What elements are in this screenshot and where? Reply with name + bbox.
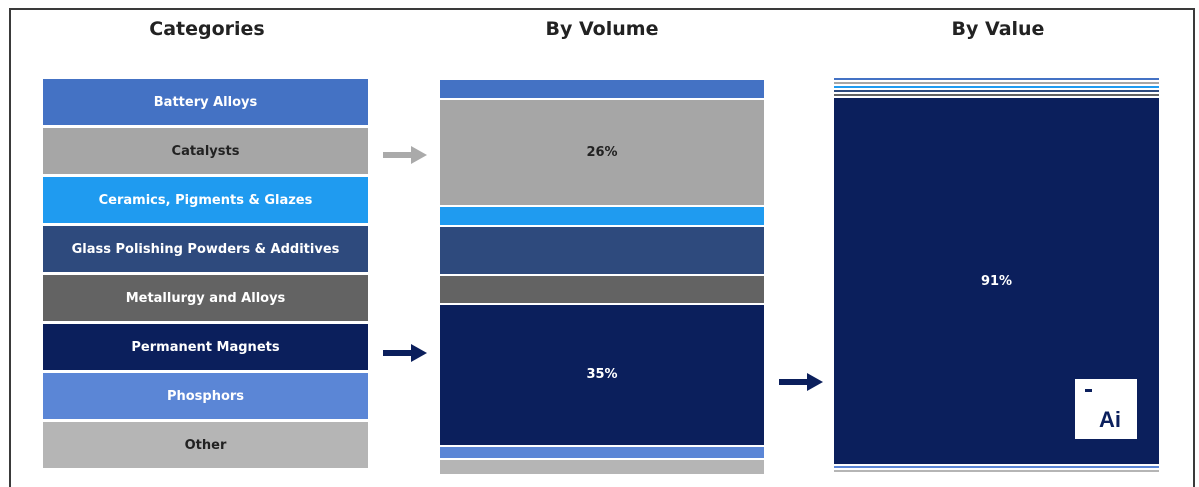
by-volume-segment-catalysts: 26% xyxy=(440,100,764,205)
category-metallurgy: Metallurgy and Alloys xyxy=(43,275,368,321)
category-glass-polishing: Glass Polishing Powders & Additives xyxy=(43,226,368,272)
by-volume-segment-glass-polishing xyxy=(440,226,764,274)
by-value-segment-catalysts xyxy=(834,82,1159,85)
by-value-segment-metallurgy xyxy=(834,94,1159,97)
ai-logo: Ai xyxy=(1075,379,1137,439)
category-battery-alloys: Battery Alloys xyxy=(43,79,368,125)
gray-arrow-icon xyxy=(383,146,427,164)
category-label: Glass Polishing Powders & Additives xyxy=(71,241,340,257)
category-permanent-magnets: Permanent Magnets xyxy=(43,324,368,370)
category-catalysts: Catalysts xyxy=(43,128,368,174)
segment-label: 91% xyxy=(980,273,1013,289)
chart-frame xyxy=(9,8,1195,487)
category-label: Permanent Magnets xyxy=(131,339,280,355)
by-value-heading: By Value xyxy=(951,18,1045,40)
by-value-segment-ceramics xyxy=(834,86,1159,89)
category-label: Phosphors xyxy=(166,388,245,404)
navy-arrow-icon xyxy=(779,373,823,391)
by-volume-segment-battery-alloys xyxy=(440,80,764,99)
by-volume-segment-other xyxy=(440,459,764,474)
by-value-segment-phosphors xyxy=(834,465,1159,468)
category-label: Metallurgy and Alloys xyxy=(125,290,286,306)
category-phosphors: Phosphors xyxy=(43,373,368,419)
category-label: Battery Alloys xyxy=(153,94,258,110)
by-value-segment-battery-alloys xyxy=(834,78,1159,81)
logo-mark xyxy=(1085,389,1092,392)
by-volume-segment-ceramics xyxy=(440,206,764,225)
category-label: Ceramics, Pigments & Glazes xyxy=(98,192,313,208)
category-label: Other xyxy=(184,437,227,453)
by-volume-segment-phosphors xyxy=(440,447,764,458)
segment-label: 35% xyxy=(586,367,618,383)
by-value-segment-glass-polishing xyxy=(834,90,1159,93)
logo-text: Ai xyxy=(1099,407,1121,432)
category-other: Other xyxy=(43,422,368,468)
category-ceramics: Ceramics, Pigments & Glazes xyxy=(43,177,368,223)
by-volume-segment-permanent-magnets: 35% xyxy=(440,304,764,446)
segment-label: 26% xyxy=(586,144,618,160)
category-legend: Battery Alloys Catalysts Ceramics, Pigment… xyxy=(43,79,368,471)
by-volume-segment-metallurgy xyxy=(440,275,764,303)
by-value-segment-other xyxy=(834,469,1159,472)
by-volume-stacked-bar: 26% 35% xyxy=(440,80,764,476)
categories-heading: Categories xyxy=(149,18,265,40)
category-label: Catalysts xyxy=(171,143,240,159)
by-volume-heading: By Volume xyxy=(545,18,659,40)
navy-arrow-icon xyxy=(383,344,427,362)
